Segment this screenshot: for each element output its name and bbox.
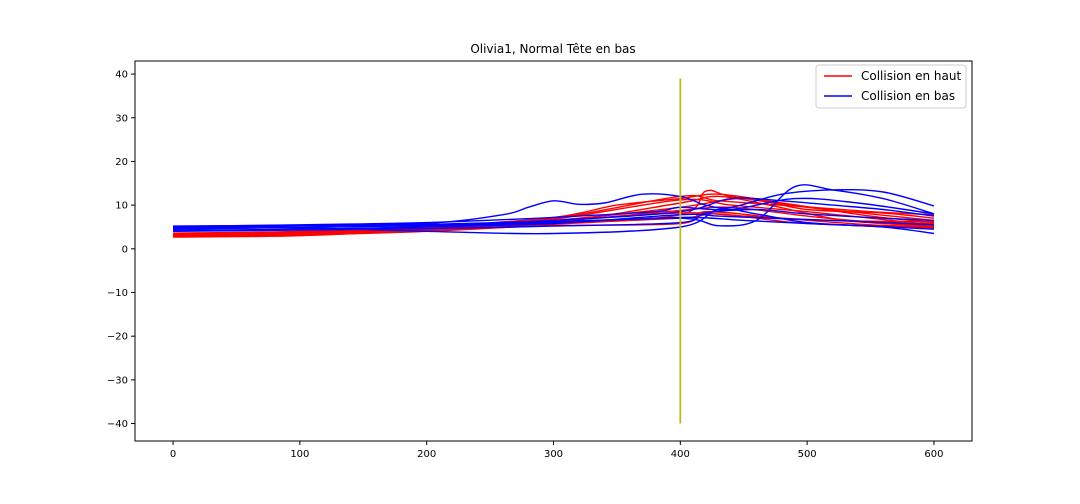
y-tick-label: 0: [122, 244, 128, 255]
legend: Collision en haut Collision en bas: [815, 64, 967, 109]
y-tick-label: 10: [115, 201, 128, 212]
series-line-collision-en-bas: [172, 208, 935, 232]
x-tick-label: 500: [798, 449, 817, 460]
chart-title: Olivia1, Normal Tête en bas: [470, 42, 635, 56]
y-tick-label: 30: [115, 113, 128, 124]
plot-series: [172, 184, 935, 238]
y-tick-label: −40: [107, 419, 128, 430]
x-tick-label: 0: [170, 449, 176, 460]
series-line-collision-en-bas: [172, 213, 935, 232]
series-line-collision-en-bas: [172, 216, 935, 230]
x-tick-label: 300: [544, 449, 563, 460]
x-tick-label: 100: [290, 449, 309, 460]
y-tick-label: 40: [115, 70, 128, 81]
x-tick-label: 600: [924, 449, 943, 460]
series-line-collision-en-bas: [172, 197, 935, 228]
series-line-collision-en-bas: [172, 188, 935, 227]
series-line-collision-en-haut: [172, 194, 935, 235]
y-axis-ticks: 40 30 20 10 0 −10 −20 −30 −40: [107, 70, 135, 430]
legend-label-collision-en-bas: Collision en bas: [861, 89, 955, 103]
series-line-collision-en-bas: [172, 197, 935, 228]
y-tick-label: −30: [107, 375, 128, 386]
x-tick-label: 400: [671, 449, 690, 460]
legend-label-collision-en-haut: Collision en haut: [861, 69, 961, 83]
legend-box: [815, 64, 967, 109]
x-tick-label: 200: [417, 449, 436, 460]
y-tick-label: 20: [115, 157, 128, 168]
y-tick-label: −10: [107, 288, 128, 299]
plot-area-frame: [134, 60, 973, 442]
x-axis-ticks: 0 100 200 300 400 500 600: [170, 441, 944, 460]
y-tick-label: −20: [107, 332, 128, 343]
